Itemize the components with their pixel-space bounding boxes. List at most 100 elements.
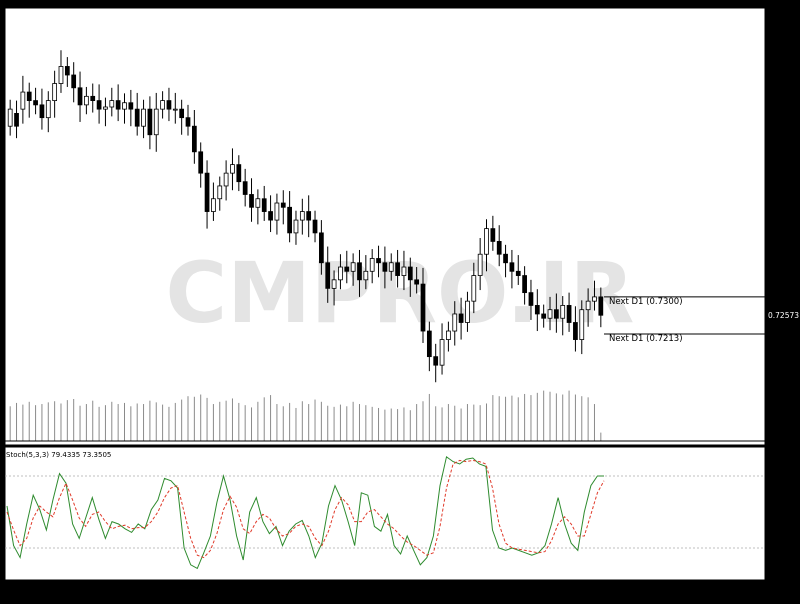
time-tick-label: 24 May 2021 — [122, 584, 168, 592]
stochastic-indicator: Stoch(5,3,3) 79.4335 73.3505 100 80 20 0 — [5, 448, 784, 577]
candle-body — [534, 305, 540, 315]
candle-body — [306, 211, 312, 221]
candle-body — [20, 91, 26, 110]
price-tick-label: 0.77450 — [769, 103, 800, 112]
candle-body — [446, 330, 451, 340]
candle-body — [522, 275, 527, 294]
candles — [7, 50, 604, 383]
candle-body — [223, 172, 229, 187]
candle-body — [153, 108, 159, 136]
candle-body — [64, 66, 70, 76]
candle-body — [433, 356, 439, 366]
price-tick-label: 0.76670 — [769, 136, 800, 145]
current-price-tag — [766, 310, 797, 321]
price-tick-label: 0.72770 — [769, 303, 800, 312]
time-tick-label: 29 Jul 2021 — [361, 584, 401, 592]
candle-body — [115, 100, 121, 110]
candle-body — [592, 296, 597, 302]
candle-body — [103, 106, 108, 110]
level-lines: Next D1 (0.7300) Next D1 (0.7213) — [604, 296, 765, 344]
candle-body — [439, 339, 445, 366]
stoch-tick-label: 80 — [769, 472, 779, 481]
time-tick-label: 20 Aug 2021 — [441, 584, 486, 592]
candle-body — [141, 108, 146, 127]
candle-body — [45, 100, 51, 119]
volume-bars — [5, 390, 765, 442]
candle-body — [388, 262, 394, 272]
price-tick-label: 0.73550 — [769, 269, 800, 278]
time-tick-label: 15 Jun 2021 — [201, 584, 243, 592]
candle-body — [465, 300, 470, 323]
candle-body — [191, 125, 197, 153]
candle-body — [560, 305, 566, 319]
stoch-signal-line — [6, 459, 605, 559]
candle-body — [579, 309, 585, 340]
candle-body — [90, 95, 96, 102]
price-tick-label: 0.74330 — [769, 236, 800, 245]
price-tick-label: 0.79770 — [769, 4, 800, 13]
candle-body — [255, 198, 261, 208]
candle-body — [96, 100, 102, 110]
candle-body — [452, 313, 458, 332]
candle-body — [331, 279, 337, 289]
price-tick-label: 0.69670 — [769, 435, 800, 444]
time-tick-label: 1 Sep 2021 — [481, 584, 521, 592]
candle-body — [338, 266, 343, 281]
candle-body — [401, 266, 407, 276]
candle-body — [134, 108, 140, 127]
candle-body — [77, 87, 83, 106]
candle-body — [369, 258, 375, 272]
candle-body — [7, 108, 13, 127]
candle-body — [598, 296, 604, 316]
price-tick-label: 0.75890 — [769, 170, 800, 179]
candle-body — [547, 309, 553, 319]
candle-body — [585, 300, 591, 311]
candle-body — [426, 330, 432, 358]
price-tick-label: 0.71990 — [769, 336, 800, 345]
candle-body — [128, 102, 134, 110]
candle-body — [198, 151, 204, 174]
stoch-tick-label: 0 — [769, 568, 774, 577]
candle-body — [166, 100, 172, 110]
candle-body — [14, 113, 19, 127]
watermark-text: CMPRO.IR — [166, 244, 635, 342]
time-tick-label: 10 Aug 2021 — [401, 584, 446, 592]
time-tick-label: 30 Apr 2021 — [42, 584, 85, 592]
candle-body — [274, 202, 280, 221]
candle-body — [261, 198, 267, 212]
time-tick-label: 19 Jul 2021 — [321, 584, 361, 592]
candle-body — [515, 270, 521, 276]
price-tick-label: 0.78210 — [769, 71, 800, 80]
time-tick-label: 12 May 2021 — [82, 584, 128, 592]
time-tick-label: 30 Apr 2021 — [5, 584, 48, 592]
candle-body — [280, 202, 286, 208]
price-axis: 0.79770 0.78990 0.78210 0.77450 0.76670 0.758… — [765, 4, 800, 444]
stoch-tick-label: 100 — [769, 448, 784, 457]
candle-body — [471, 275, 477, 302]
candle-body — [109, 100, 115, 108]
candle-body — [160, 100, 165, 110]
time-tick-label: 3 Jun 2021 — [164, 584, 202, 592]
candle-body — [496, 241, 502, 255]
candle-body — [528, 292, 534, 306]
candle-body — [420, 283, 426, 332]
candle-body — [204, 172, 210, 212]
candle-body — [344, 266, 350, 272]
candle-body — [357, 262, 362, 281]
stoch-main-line — [6, 455, 604, 570]
candle-body — [211, 198, 216, 212]
candle-body — [242, 181, 248, 195]
candle-body — [147, 108, 153, 136]
candle-body — [490, 228, 496, 242]
price-tick-label: 0.70450 — [769, 402, 800, 411]
time-tick-label: 5 Oct 2021 — [600, 584, 639, 592]
stoch-title: Stoch(5,3,3) 79.4335 73.3505 — [6, 451, 111, 459]
candle-body — [58, 66, 64, 84]
candle-body — [414, 279, 420, 285]
candle-body — [287, 206, 292, 234]
current-price-label: 0.72573 — [768, 311, 799, 320]
candle-body — [52, 83, 58, 102]
candle-body — [122, 102, 127, 110]
